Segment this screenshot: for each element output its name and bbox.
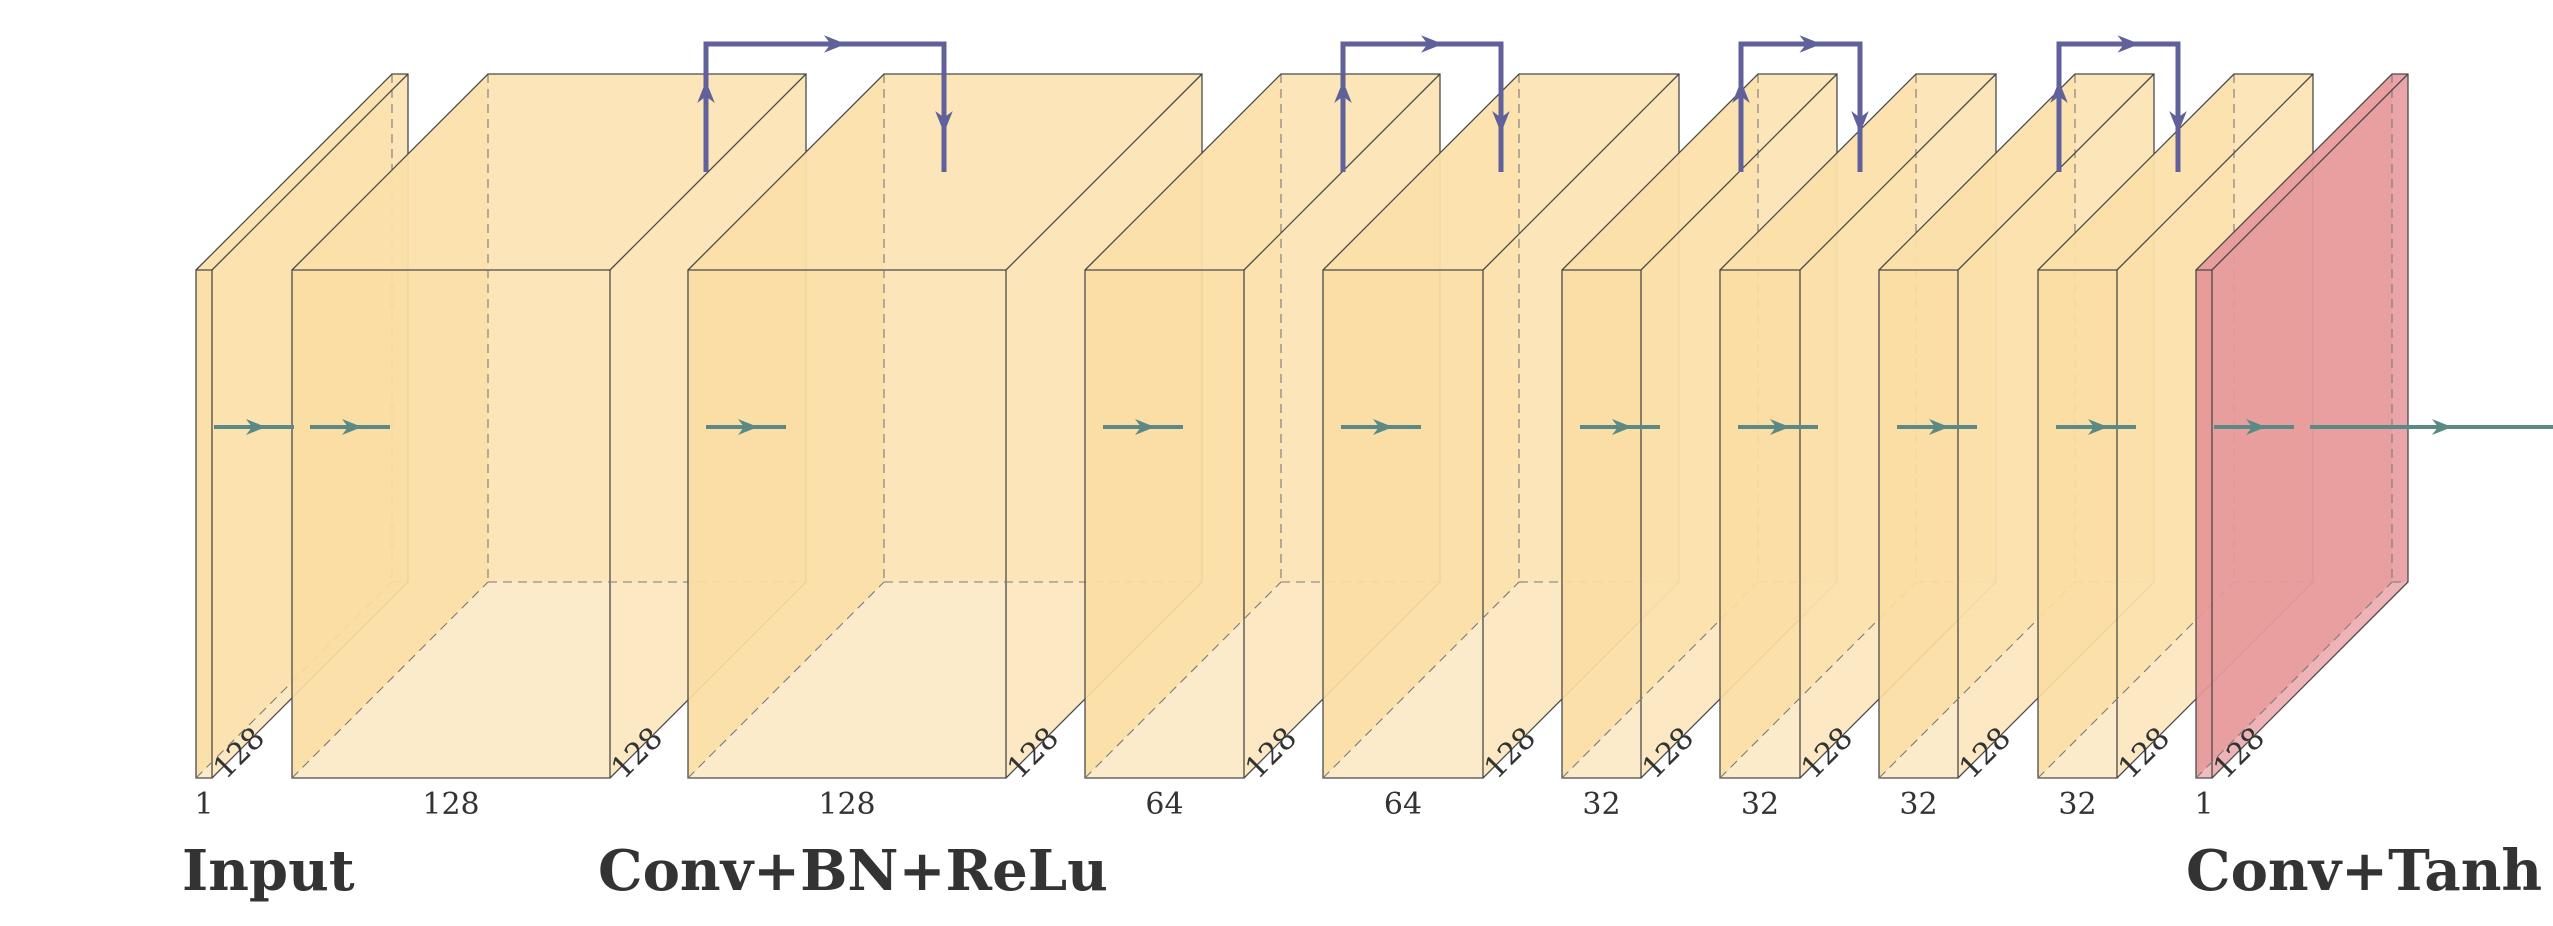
block-top-face [1085, 74, 1440, 270]
block-visible-edge [1482, 73, 1680, 271]
block-width-label: 1 [2194, 787, 2213, 822]
block-hidden-edge [291, 581, 489, 779]
block-top-face [1562, 74, 1837, 270]
block-width-label: 32 [1741, 787, 1779, 822]
block-width-label: 64 [1145, 787, 1183, 822]
block-width-label: 32 [1899, 787, 1937, 822]
block-visible-edge [1799, 73, 1997, 271]
block-hidden-edge [1322, 581, 1520, 779]
block-visible-edge [1957, 73, 2155, 271]
skip-connection-arrow [1334, 35, 1510, 172]
block-front-face [195, 269, 213, 779]
block-width-label: 1 [194, 787, 213, 822]
block-top-face [1879, 74, 2154, 270]
block-visible-edge [211, 73, 409, 271]
block-top-face [196, 74, 408, 270]
block-width-label: 32 [2058, 787, 2096, 822]
block-visible-edge [2211, 73, 2409, 271]
block-front-face [2195, 269, 2213, 779]
skip-connections [697, 35, 2187, 172]
skip-connection-arrow [1732, 35, 1869, 172]
block-hidden-edge [2195, 581, 2393, 779]
block-front-face [687, 269, 1007, 779]
block-width-label: 128 [818, 787, 875, 822]
block-top-face [2196, 74, 2408, 270]
caption-input: Input [182, 838, 355, 904]
layer-block-2 [291, 73, 807, 779]
block-front-face [2037, 269, 2118, 779]
block-front-face [1719, 269, 1801, 779]
caption-conv-tanh: Conv+Tanh [2186, 838, 2542, 904]
block-visible-edge [1005, 73, 1203, 271]
block-width-label: 32 [1582, 787, 1620, 822]
block-front-face [291, 269, 611, 779]
block-front-face [1878, 269, 1959, 779]
skip-connection-arrow [2050, 35, 2187, 172]
block-top-face [292, 74, 806, 270]
block-front-face [1084, 269, 1245, 779]
caption-conv-bn-relu: Conv+BN+ReLu [598, 838, 1108, 904]
block-hidden-edge [1084, 581, 1282, 779]
block-width-label: 64 [1384, 787, 1422, 822]
block-front-face [1561, 269, 1642, 779]
block-width-label: 128 [422, 787, 479, 822]
skip-connection-arrow [697, 35, 953, 172]
block-hidden-edge [687, 581, 885, 779]
block-visible-edge [2116, 73, 2314, 271]
block-front-face [1322, 269, 1484, 779]
